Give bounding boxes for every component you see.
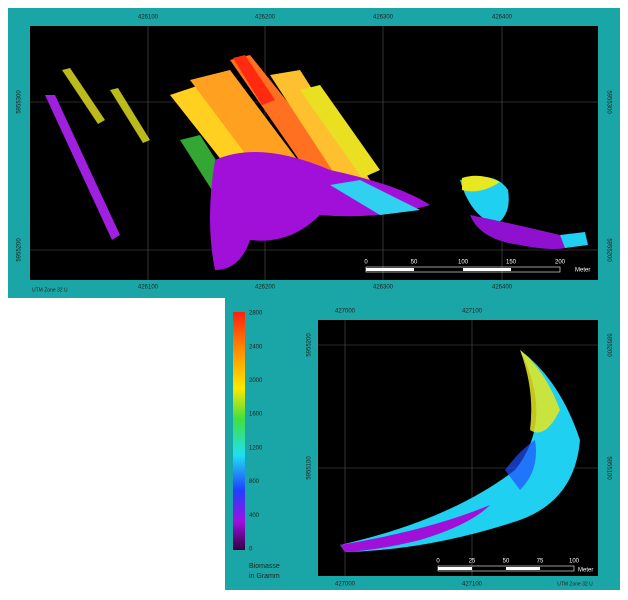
scale-label: 100 [569, 559, 580, 565]
scale-unit: Meter [578, 568, 593, 574]
x-label: 427100 [462, 309, 483, 315]
x-label: 426300 [373, 285, 394, 291]
legend-label: 2400 [249, 344, 263, 350]
legend-label: 1200 [249, 445, 263, 451]
y-label: 5955100 [307, 456, 313, 480]
x-label: 426100 [138, 15, 159, 21]
zone-label: UTM Zone 32 U [557, 581, 593, 587]
y-label: 5955300 [605, 90, 611, 114]
y-label: 5955300 [17, 90, 23, 114]
scale-label: 25 [469, 559, 476, 565]
y-label: 5955200 [605, 238, 611, 262]
colorbar [233, 312, 245, 550]
zone-label: UTM Zone 32 U [32, 287, 68, 293]
y-label: 5955200 [605, 333, 611, 357]
x-label: 426200 [255, 15, 276, 21]
legend-label: 2800 [249, 311, 263, 317]
legend-title: in Gramm [249, 573, 280, 580]
scale-label: 150 [506, 260, 517, 266]
y-label: 5955100 [605, 456, 611, 480]
scale-label: 100 [458, 260, 469, 266]
scale-label: 50 [503, 559, 510, 565]
scale-label: 50 [411, 260, 418, 266]
legend-label: 1600 [249, 412, 263, 418]
scale-unit: Meter [575, 268, 590, 274]
legend-label: 800 [249, 479, 260, 485]
x-label: 427000 [335, 309, 356, 315]
x-label: 427000 [335, 582, 356, 588]
legend-title: Biomasse [249, 563, 280, 570]
page: 0 50 100 150 200 Meter 426100 426200 426… [0, 0, 628, 595]
x-label: 426300 [373, 15, 394, 21]
scale-label: 75 [537, 559, 544, 565]
x-label: 426100 [138, 285, 159, 291]
y-label: 5955200 [17, 238, 23, 262]
legend-label: 400 [249, 513, 260, 519]
y-label: 5955200 [307, 333, 313, 357]
x-label: 426400 [492, 15, 513, 21]
legend-label: 2000 [249, 378, 263, 384]
scale-label: 200 [555, 260, 566, 266]
x-label: 426200 [255, 285, 276, 291]
x-label: 427100 [462, 582, 483, 588]
x-label: 426400 [492, 285, 513, 291]
